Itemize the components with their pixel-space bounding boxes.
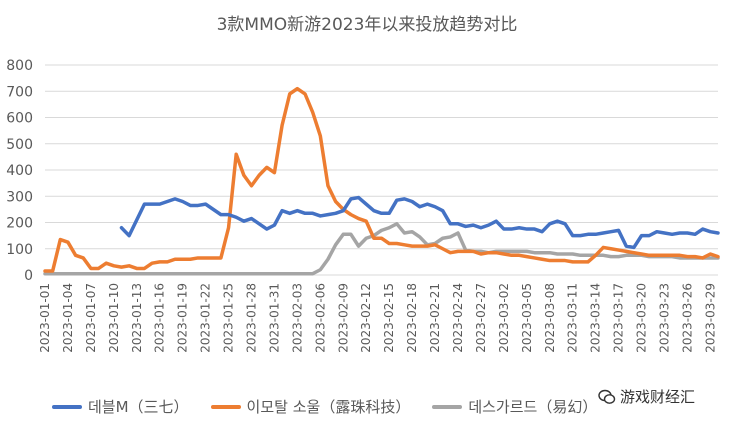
y-tick-label: 0: [24, 268, 33, 284]
x-tick-label: 2023-02-12: [359, 283, 373, 353]
x-tick-label: 2023-02-21: [428, 283, 442, 353]
legend-label-series-3: 데스가르드（易幻）: [468, 398, 598, 416]
series-line-2: [43, 86, 720, 273]
legend-item-series-2: 이모탈 소울（露珠科技）: [210, 396, 411, 417]
x-tick-label: 2023-03-02: [497, 283, 511, 353]
y-tick-label: 300: [6, 189, 33, 205]
x-tick-label: 2023-03-26: [680, 283, 694, 353]
x-axis-ticks: 2023-01-01 2023-01-04 2023-01-07 2023-01-10…: [38, 283, 717, 353]
wechat-icon: [598, 389, 616, 404]
x-tick-label: 2023-02-27: [474, 283, 488, 353]
legend-label-series-1: 데블M（三七）: [88, 398, 189, 416]
x-tick-label: 2023-03-11: [566, 283, 580, 353]
series-line-1: [119, 195, 720, 250]
legend-item-series-1: 데블M（三七）: [52, 396, 189, 417]
y-tick-label: 800: [6, 58, 33, 74]
y-tick-label: 400: [6, 163, 33, 179]
y-axis-ticks: 0 100 200 300 400 500 600 700 800: [6, 58, 33, 284]
x-tick-label: 2023-01-28: [244, 283, 258, 353]
legend-swatch-series-2: [210, 404, 241, 409]
x-tick-label: 2023-02-03: [290, 283, 304, 353]
x-tick-label: 2023-03-14: [589, 283, 603, 353]
y-tick-label: 500: [6, 137, 33, 153]
x-tick-label: 2023-01-01: [38, 283, 52, 353]
watermark: 游戏财经汇: [598, 386, 695, 407]
y-tick-label: 700: [6, 84, 33, 100]
y-tick-label: 600: [6, 111, 33, 127]
x-tick-label: 2023-01-10: [107, 283, 121, 353]
x-tick-label: 2023-01-13: [130, 283, 144, 353]
x-tick-label: 2023-03-08: [543, 283, 557, 353]
chart-title: 3款MMO新游2023年以来投放趋势对比: [216, 15, 518, 35]
x-tick-label: 2023-03-17: [612, 283, 626, 353]
x-tick-label: 2023-02-09: [336, 283, 350, 353]
y-tick-label: 200: [6, 216, 33, 232]
x-tick-label: 2023-01-16: [153, 283, 167, 353]
legend: 데블M（三七） 이모탈 소울（露珠科技） 데스가르드（易幻）: [52, 396, 619, 417]
x-tick-label: 2023-02-18: [405, 283, 419, 353]
x-tick-label: 2023-02-06: [313, 283, 327, 353]
x-tick-label: 2023-01-25: [222, 283, 236, 353]
x-tick-label: 2023-03-20: [635, 283, 649, 353]
x-tick-label: 2023-03-23: [657, 283, 671, 353]
x-tick-label: 2023-01-19: [176, 283, 190, 353]
x-tick-label: 2023-01-04: [61, 283, 75, 353]
watermark-text: 游戏财经汇: [620, 388, 696, 406]
x-tick-label: 2023-02-24: [451, 283, 465, 353]
series-lines: [43, 86, 720, 276]
x-tick-label: 2023-03-29: [703, 283, 717, 353]
legend-item-series-3: 데스가르드（易幻）: [432, 396, 597, 417]
x-tick-label: 2023-01-22: [199, 283, 213, 353]
x-tick-label: 2023-01-31: [267, 283, 281, 353]
y-tick-label: 100: [6, 242, 33, 258]
legend-label-series-2: 이모탈 소울（露珠科技）: [246, 398, 411, 416]
legend-swatch-series-3: [432, 404, 463, 409]
legend-swatch-series-1: [52, 404, 82, 409]
x-tick-label: 2023-03-05: [520, 283, 534, 353]
series-line-3: [43, 222, 720, 276]
x-tick-label: 2023-01-07: [84, 283, 98, 353]
gridlines: [45, 64, 718, 276]
x-tick-label: 2023-02-15: [382, 283, 396, 353]
